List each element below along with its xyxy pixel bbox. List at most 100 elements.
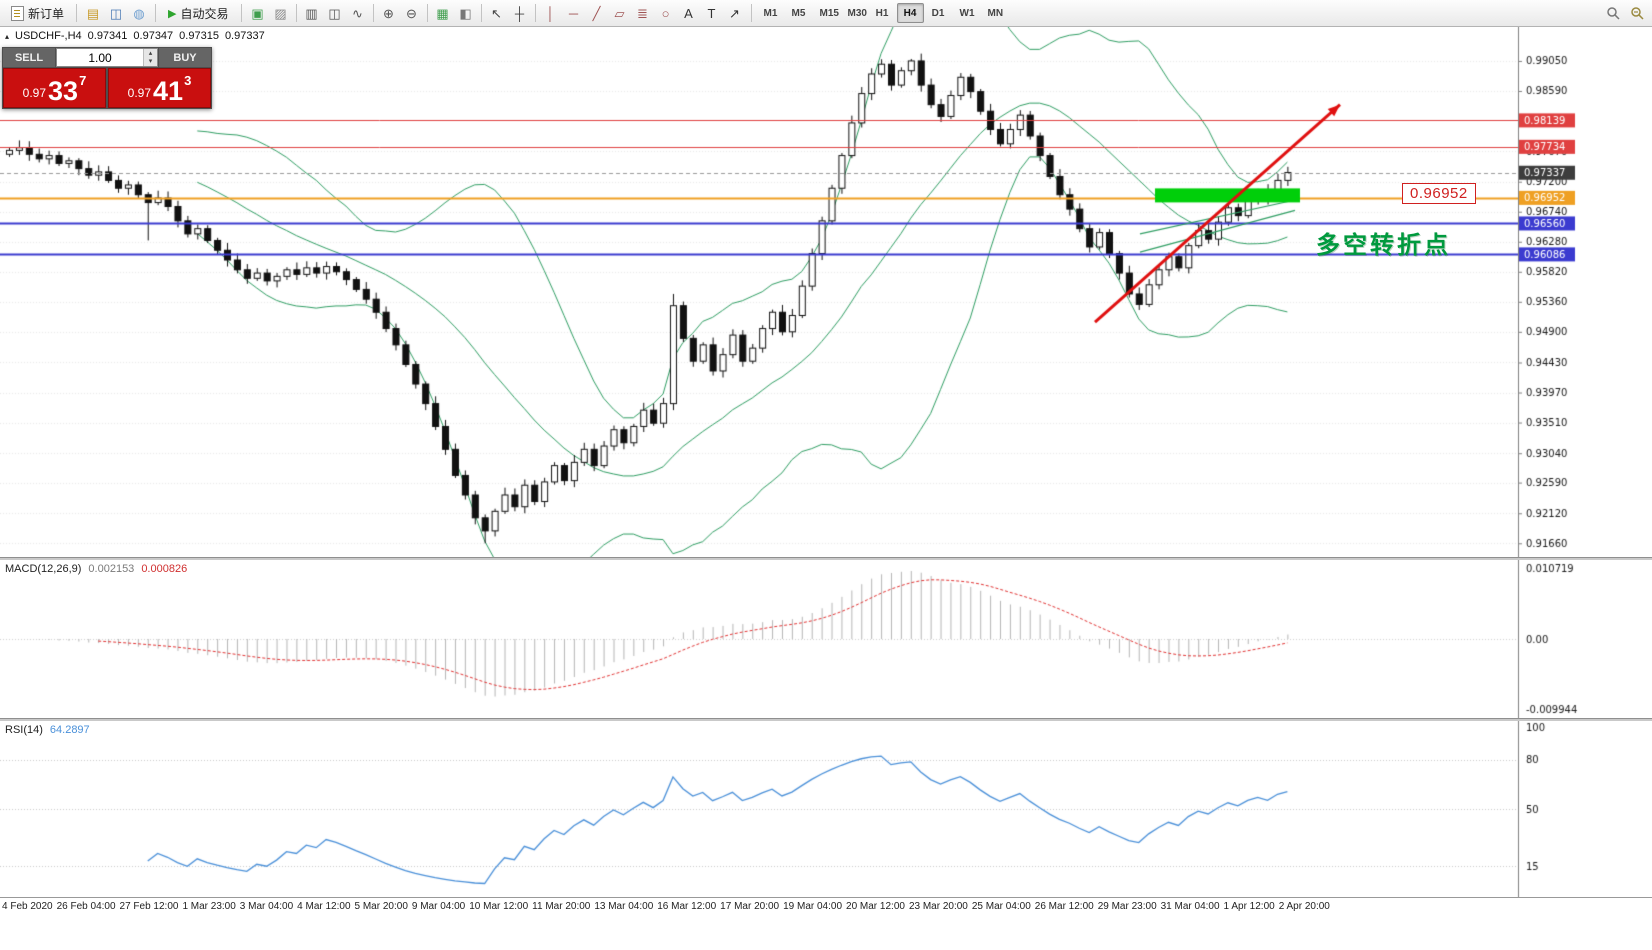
time-label: 1 Apr 12:00 [1223,901,1275,912]
text-button[interactable]: A [678,3,700,23]
candlestick-chart-button[interactable]: ◫ [324,3,346,23]
fibonacci-button[interactable]: ≣ [632,3,654,23]
time-label: 26 Feb 04:00 [56,901,116,912]
time-label: 10 Mar 12:00 [469,901,529,912]
community-button[interactable]: ◍ [128,3,150,23]
profiles-button[interactable]: ▨ [270,3,292,23]
symbol-search-button[interactable] [1626,3,1648,23]
autotrading-play-icon: ▶ [168,7,177,20]
profiles-icon: ▨ [274,5,287,21]
buy-price-point: 3 [184,73,192,88]
sell-price-button[interactable]: 0.97 33 7 [3,68,106,108]
equidistant-channel-button[interactable]: ▱ [609,3,631,23]
time-label: 20 Mar 12:00 [846,901,905,912]
ohlc-low: 0.97315 [179,30,219,42]
toolbar-separator [372,4,374,22]
sell-price-figure: 0.97 [22,86,47,100]
toolbar-group-windows: ▤ ◫ ◍ [82,3,150,23]
time-axis-labels: 4 Feb 2020 26 Feb 04:00 27 Feb 12:00 1 Mar … [2,901,1330,912]
time-label: 5 Mar 20:00 [354,901,408,912]
time-label: 19 Mar 04:00 [783,901,843,912]
time-label: 31 Mar 04:00 [1160,901,1220,912]
macd-canvas[interactable] [0,560,1652,718]
arrows-button[interactable]: ↗ [724,3,746,23]
timeframe-mn-button[interactable]: MN [981,3,1008,23]
time-label: 17 Mar 20:00 [720,901,780,912]
timeframe-h4-button[interactable]: H4 [896,3,924,23]
new-order-label: 新订单 [28,6,65,21]
market-watch-button[interactable]: ▤ [82,3,104,23]
volume-input[interactable] [57,49,143,66]
indicators-button[interactable]: ▦ [432,3,454,23]
cursor-icon: ↖ [491,5,502,21]
bar-chart-button[interactable]: ▥ [301,3,323,23]
zoom-in-button[interactable]: ⊕ [378,3,400,23]
main-toolbar: 新订单 ▤ ◫ ◍ ▶ 自动交易 ▣ ▨ ▥ ◫ ∿ ⊕ ⊖ ▦ ◧ ↖ ┼ │ ─ ╱ ▱ ≣ ○ A T ↗ M1 M5… [0,0,1652,27]
text-icon: A [684,5,693,21]
ellipse-button[interactable]: ○ [655,3,677,23]
toolbar-separator [534,4,536,22]
time-label: 4 Mar 12:00 [297,901,351,912]
symbol-search-icon [1631,7,1644,20]
trendline-button[interactable]: ╱ [586,3,608,23]
autotrading-button[interactable]: ▶ 自动交易 [161,3,235,23]
search-icon [1607,7,1620,20]
panel-resize-handle[interactable] [0,718,1652,721]
time-label: 3 Mar 04:00 [239,901,294,912]
main-chart-panel: ▴ USDCHF-,H4 0.97 341 0.97347 0.97315 0.9… [0,27,1652,557]
line-chart-button[interactable]: ∿ [347,3,369,23]
ohlc-close: 0.97337 [224,30,265,42]
line-chart-icon: ∿ [352,5,363,21]
data-window-button[interactable]: ◫ [105,3,127,23]
tile-windows-button[interactable]: ◧ [455,3,477,23]
timeframe-m1-button[interactable]: M1 [757,3,784,23]
buy-price-pips: 41 [153,76,184,106]
macd-title: MACD(12,26,9) [5,563,82,575]
new-chart-button[interactable]: ▣ [247,3,269,23]
zoom-in-icon: ⊕ [383,5,394,21]
vertical-line-button[interactable]: │ [540,3,562,23]
text-label-icon: T [707,5,716,21]
timeframe-w1-button[interactable]: W1 [953,3,980,23]
timeframe-m5-button[interactable]: M5 [785,3,812,23]
horizontal-line-button[interactable]: ─ [563,3,585,23]
one-click-trade-panel: SELL ▴ ▾ BUY 0.97 33 7 0.97 [2,47,212,109]
buy-price-button[interactable]: 0.97 41 3 [108,68,211,108]
price-chart-canvas[interactable] [0,27,1652,557]
volume-increase-button[interactable]: ▴ [143,49,157,58]
new-order-button[interactable]: 新订单 [4,3,71,23]
time-label: 25 Mar 04:00 [971,901,1031,912]
vertical-line-icon: │ [546,5,555,21]
buy-button[interactable]: BUY [159,48,211,67]
crosshair-button[interactable]: ┼ [509,3,531,23]
zoom-out-button[interactable]: ⊖ [401,3,423,23]
ohlc-high: 0.97347 [133,30,174,42]
time-label: 9 Mar 04:00 [411,901,466,912]
panel-resize-handle[interactable] [0,557,1652,560]
data-window-icon: ◫ [109,5,123,21]
cursor-button[interactable]: ↖ [486,3,508,23]
time-label: 16 Mar 12:00 [657,901,717,912]
symbol-marker-icon: ▴ [5,31,10,41]
volume-spinner: ▴ ▾ [143,49,157,66]
symbol-period-label: USDCHF-,H4 [15,30,82,42]
timeframe-h1-button[interactable]: H1 [869,3,896,23]
equidistant-channel-icon: ▱ [614,5,625,21]
crosshair-icon: ┼ [514,5,525,21]
price-level-callout: 0.96952 [1402,183,1476,204]
search-button[interactable] [1602,3,1624,23]
autotrading-label: 自动交易 [180,6,229,21]
timeframe-group: M1 M5 M15 M30 H1 H4 D1 W1 MN [757,3,1008,23]
volume-decrease-button[interactable]: ▾ [143,57,157,66]
timeframe-m15-button[interactable]: M15 [813,3,840,23]
rsi-canvas[interactable] [0,721,1652,897]
time-axis[interactable]: 4 Feb 2020 26 Feb 04:00 27 Feb 12:00 1 Mar … [0,897,1652,916]
timeframe-d1-button[interactable]: D1 [925,3,952,23]
macd-signal-value: 0.000826 [141,563,188,575]
community-icon: ◍ [133,5,145,21]
timeframe-m30-button[interactable]: M30 [841,3,868,23]
horizontal-line-icon: ─ [568,5,579,21]
chart-symbol-info: ▴ USDCHF-,H4 0.97341 0.97347 0.97315 0.9… [5,30,265,42]
sell-button[interactable]: SELL [3,48,55,67]
text-label-button[interactable]: T [701,3,723,23]
